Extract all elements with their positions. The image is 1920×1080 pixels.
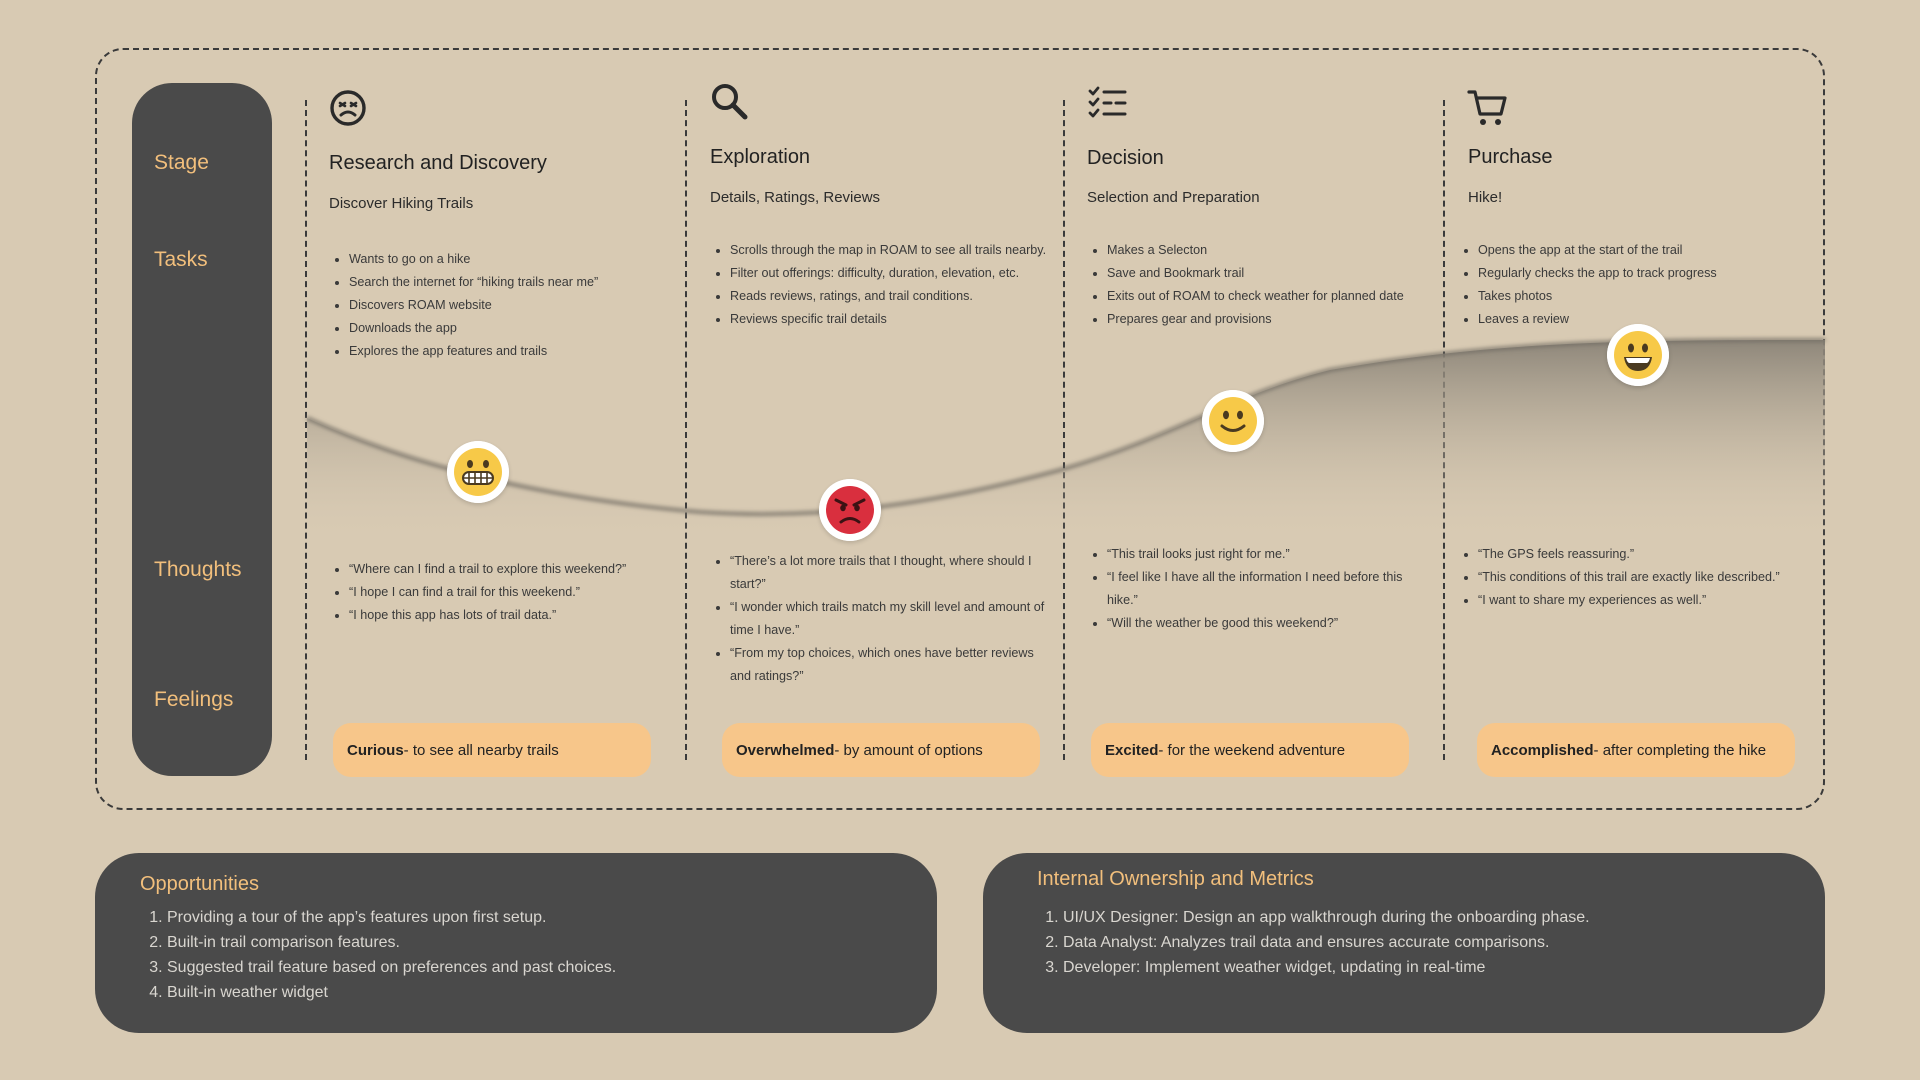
row-label-feelings: Feelings: [154, 688, 234, 711]
shopping-cart-icon: [1467, 90, 1507, 125]
task-item: Takes photos: [1478, 285, 1823, 308]
column-divider: [685, 100, 687, 760]
feeling-pill: Accomplished - after completing the hike: [1477, 723, 1795, 777]
feeling-label: Excited: [1105, 741, 1159, 759]
thought-item: “The GPS feels reassuring.”: [1478, 543, 1808, 566]
row-label-tasks: Tasks: [154, 248, 208, 271]
task-item: Wants to go on a hike: [349, 248, 689, 271]
feeling-description: - to see all nearby trails: [403, 741, 559, 759]
stage-subtitle: Discover Hiking Trails: [329, 195, 474, 212]
task-item: Discovers ROAM website: [349, 294, 689, 317]
stage-subtitle: Selection and Preparation: [1087, 189, 1260, 206]
task-item: Reviews specific trail details: [730, 308, 1075, 331]
task-item: Scrolls through the map in ROAM to see a…: [730, 239, 1075, 262]
stage-title: Research and Discovery: [329, 152, 547, 174]
task-item: Save and Bookmark trail: [1107, 262, 1452, 285]
row-label-thoughts: Thoughts: [154, 558, 242, 581]
task-item: Search the internet for “hiking trails n…: [349, 271, 689, 294]
frustrated-face-icon: [330, 90, 366, 126]
tasks-list: Makes a Selecton Save and Bookmark trail…: [1089, 239, 1452, 331]
column-divider: [305, 100, 307, 760]
task-item: Reads reviews, ratings, and trail condit…: [730, 285, 1075, 308]
feeling-description: - for the weekend adventure: [1158, 741, 1346, 759]
ownership-title: Internal Ownership and Metrics: [1037, 868, 1314, 890]
thought-item: “Will the weather be good this weekend?”: [1107, 612, 1427, 635]
ownership-panel: Internal Ownership and Metrics UI/UX Des…: [983, 853, 1825, 1033]
row-labels-panel: Stage Tasks Thoughts Feelings: [132, 83, 272, 776]
ownership-list: UI/UX Designer: Design an app walkthroug…: [1039, 905, 1590, 980]
task-item: Exits out of ROAM to check weather for p…: [1107, 285, 1452, 308]
thought-item: “From my top choices, which ones have be…: [730, 642, 1050, 688]
thought-item: “I wonder which trails match my skill le…: [730, 596, 1050, 642]
thought-item: “I want to share my experiences as well.…: [1478, 589, 1808, 612]
ownership-item: Developer: Implement weather widget, upd…: [1063, 955, 1590, 980]
thoughts-list: “The GPS feels reassuring.” “This condit…: [1460, 543, 1808, 612]
opportunity-item: Built-in weather widget: [167, 980, 616, 1005]
thought-item: “I hope this app has lots of trail data.…: [349, 604, 689, 627]
big-smile-emoji: [1607, 324, 1669, 386]
feeling-pill: Excited - for the weekend adventure: [1091, 723, 1409, 777]
column-divider: [1443, 100, 1445, 760]
opportunities-panel: Opportunities Providing a tour of the ap…: [95, 853, 937, 1033]
feeling-pill: Overwhelmed - by amount of options: [722, 723, 1040, 777]
checklist-icon: [1088, 86, 1127, 118]
thoughts-list: “Where can I find a trail to explore thi…: [331, 558, 689, 627]
thought-item: “I feel like I have all the information …: [1107, 566, 1427, 612]
task-item: Prepares gear and provisions: [1107, 308, 1452, 331]
stage-subtitle: Details, Ratings, Reviews: [710, 189, 881, 206]
feeling-pill: Curious - to see all nearby trails: [333, 723, 651, 777]
angry-emoji: [819, 479, 881, 541]
search-icon: [712, 84, 748, 120]
feeling-label: Curious: [347, 741, 404, 759]
feeling-label: Overwhelmed: [736, 741, 835, 759]
row-label-stage: Stage: [154, 151, 209, 174]
slight-smile-emoji: [1202, 390, 1264, 452]
task-item: Explores the app features and trails: [349, 340, 689, 363]
task-item: Makes a Selecton: [1107, 239, 1452, 262]
task-item: Opens the app at the start of the trail: [1478, 239, 1823, 262]
thought-item: “There’s a lot more trails that I though…: [730, 550, 1050, 596]
opportunity-item: Providing a tour of the app’s features u…: [167, 905, 616, 930]
feeling-description: - after completing the hike: [1593, 741, 1767, 759]
task-item: Leaves a review: [1478, 308, 1823, 331]
tasks-list: Wants to go on a hike Search the interne…: [331, 248, 689, 363]
ownership-item: Data Analyst: Analyzes trail data and en…: [1063, 930, 1590, 955]
feeling-label: Accomplished: [1491, 741, 1594, 759]
stage-title: Purchase: [1468, 146, 1553, 168]
opportunity-item: Suggested trail feature based on prefere…: [167, 955, 616, 980]
task-item: Filter out offerings: difficulty, durati…: [730, 262, 1075, 285]
tasks-list: Opens the app at the start of the trail …: [1460, 239, 1823, 331]
column-divider: [1063, 100, 1065, 760]
thoughts-list: “There’s a lot more trails that I though…: [712, 550, 1050, 688]
ownership-item: UI/UX Designer: Design an app walkthroug…: [1063, 905, 1590, 930]
opportunities-list: Providing a tour of the app’s features u…: [143, 905, 616, 1005]
stage-title: Decision: [1087, 147, 1164, 169]
thought-item: “I hope I can find a trail for this week…: [349, 581, 689, 604]
stage-title: Exploration: [710, 146, 811, 168]
thought-item: “This trail looks just right for me.”: [1107, 543, 1427, 566]
opportunities-title: Opportunities: [140, 873, 259, 895]
thought-item: “Where can I find a trail to explore thi…: [349, 558, 689, 581]
opportunity-item: Built-in trail comparison features.: [167, 930, 616, 955]
thoughts-list: “This trail looks just right for me.” “I…: [1089, 543, 1427, 635]
grimacing-emoji: [447, 441, 509, 503]
feeling-description: - by amount of options: [834, 741, 983, 759]
thought-item: “This conditions of this trail are exact…: [1478, 566, 1808, 589]
task-item: Downloads the app: [349, 317, 689, 340]
stage-subtitle: Hike!: [1468, 189, 1503, 206]
tasks-list: Scrolls through the map in ROAM to see a…: [712, 239, 1075, 331]
task-item: Regularly checks the app to track progre…: [1478, 262, 1823, 285]
